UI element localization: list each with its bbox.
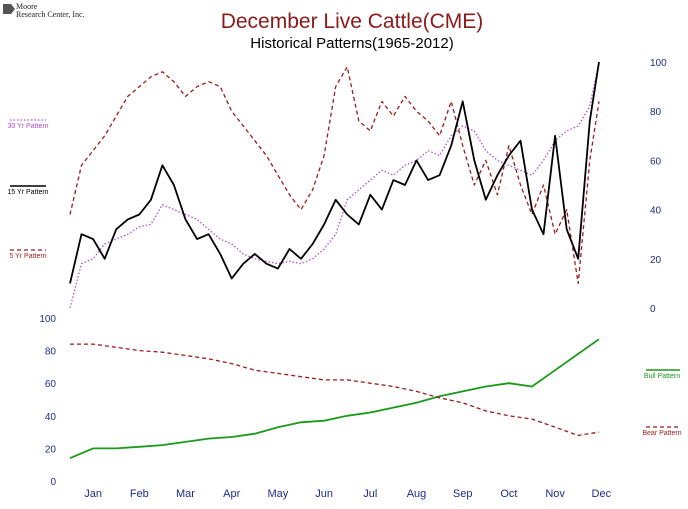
month-tick-label: Oct — [500, 488, 517, 500]
top-y-tick-label: 0 — [650, 304, 656, 315]
logo-line1: Moore — [16, 2, 38, 11]
bottom-y-tick-label: 40 — [45, 412, 57, 423]
company-logo: Moore Research Center, Inc. — [3, 2, 85, 19]
legend-bull-label: Bull Pattern — [644, 373, 680, 380]
series-line-15yr — [69, 61, 600, 284]
series-line-30yr — [69, 61, 600, 309]
top-y-tick-label: 40 — [650, 206, 662, 217]
logo-mark — [3, 4, 15, 14]
logo-line2: Research Center, Inc. — [16, 10, 85, 19]
top-y-tick-label: 100 — [650, 58, 667, 69]
legend-30yr-label: 30 Yr Pattern — [7, 123, 48, 130]
month-tick-label: Jul — [363, 488, 377, 500]
month-tick-label: Dec — [592, 488, 612, 500]
series-line-bull — [69, 338, 600, 460]
series-line-5yr — [69, 66, 600, 285]
month-tick-label: Nov — [545, 488, 565, 500]
bottom-y-tick-label: 80 — [45, 347, 57, 358]
month-tick-label: Aug — [407, 488, 427, 500]
month-tick-label: Feb — [130, 488, 149, 500]
bottom-y-tick-label: 60 — [45, 379, 57, 390]
series-line-bear — [70, 343, 600, 437]
bottom-y-tick-label: 100 — [39, 314, 56, 325]
month-tick-label: Jan — [84, 488, 102, 500]
bottom-y-tick-label: 20 — [45, 444, 57, 455]
top-legend: 30 Yr Pattern 15 Yr Pattern 5 Yr Pattern — [7, 119, 49, 260]
month-tick-label: Mar — [176, 488, 195, 500]
legend-5yr-label: 5 Yr Pattern — [9, 253, 46, 260]
bottom-y-tick-label: 0 — [50, 477, 56, 488]
bottom-legend: Bull Pattern Bear Pattern — [642, 369, 682, 437]
month-tick-label: Sep — [453, 488, 473, 500]
chart-marks: 0 20 40 60 80 100 0 20 40 60 80 100 Jan Feb Mar Apr May J… — [39, 58, 667, 500]
month-tick-label: Jun — [315, 488, 333, 500]
legend-bear-label: Bear Pattern — [642, 430, 681, 437]
chart-title: December Live Cattle(CME) — [221, 10, 484, 33]
chart-subtitle: Historical Patterns(1965-2012) — [250, 35, 453, 52]
top-y-tick-label: 20 — [650, 255, 662, 266]
legend-15yr-label: 15 Yr Pattern — [7, 189, 48, 196]
month-tick-label: May — [268, 488, 289, 500]
top-y-tick-label: 60 — [650, 156, 662, 167]
top-y-tick-label: 80 — [650, 107, 662, 118]
month-tick-label: Apr — [223, 488, 240, 500]
